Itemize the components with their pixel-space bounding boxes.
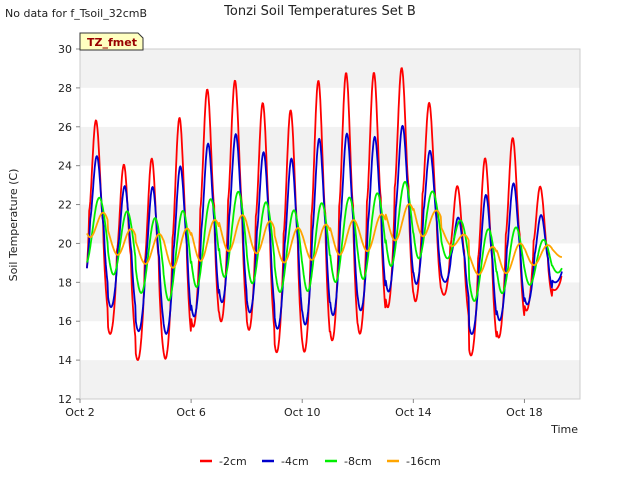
y-tick-label: 14 xyxy=(58,354,72,367)
series-line-8cm xyxy=(86,180,563,302)
chart-title: Tonzi Soil Temperatures Set B xyxy=(223,4,416,19)
legend-label: -8cm xyxy=(344,455,372,468)
y-tick-label: 16 xyxy=(58,315,72,328)
corner-note: No data for f_Tsoil_32cmB xyxy=(5,7,147,20)
tag-badge-label: TZ_fmet xyxy=(87,36,137,49)
tag-badge-box xyxy=(79,32,144,51)
y-axis: 12 14 16 18 20 22 24 26 28 30 xyxy=(58,43,80,406)
grid-band xyxy=(80,126,580,166)
series-line-16cm xyxy=(86,203,563,276)
x-axis: Oct 2 Oct 6 Oct 10 Oct 14 Oct 18 xyxy=(65,399,543,419)
y-tick-label: 28 xyxy=(58,82,72,95)
tag-badge: TZ_fmet xyxy=(79,32,144,51)
legend-label: -2cm xyxy=(219,455,247,468)
plot-frame xyxy=(79,48,581,400)
y-tick-label: 12 xyxy=(58,393,72,406)
y-tick-label: 20 xyxy=(58,237,72,250)
y-tick-label: 24 xyxy=(58,160,72,173)
plot-background-bands xyxy=(80,49,580,399)
grid-band xyxy=(80,87,580,127)
legend: -2cm -4cm -8cm -16cm xyxy=(200,455,441,468)
y-tick-label: 22 xyxy=(58,199,72,212)
grid-band xyxy=(80,204,580,244)
x-axis-label: Time xyxy=(550,423,578,436)
legend-label: -4cm xyxy=(281,455,309,468)
x-tick-label: Oct 14 xyxy=(395,406,432,419)
grid-band xyxy=(80,360,580,399)
y-tick-label: 18 xyxy=(58,276,72,289)
y-tick-label: 30 xyxy=(58,43,72,56)
y-axis-label: Soil Temperature (C) xyxy=(7,169,20,282)
grid-band xyxy=(80,165,580,205)
legend-label: -16cm xyxy=(406,455,441,468)
x-tick-label: Oct 18 xyxy=(506,406,543,419)
x-tick-label: Oct 10 xyxy=(284,406,321,419)
grid-band xyxy=(80,49,580,88)
y-tick-label: 26 xyxy=(58,121,72,134)
x-tick-label: Oct 2 xyxy=(65,406,95,419)
x-tick-label: Oct 6 xyxy=(176,406,206,419)
series-layer xyxy=(86,67,563,361)
